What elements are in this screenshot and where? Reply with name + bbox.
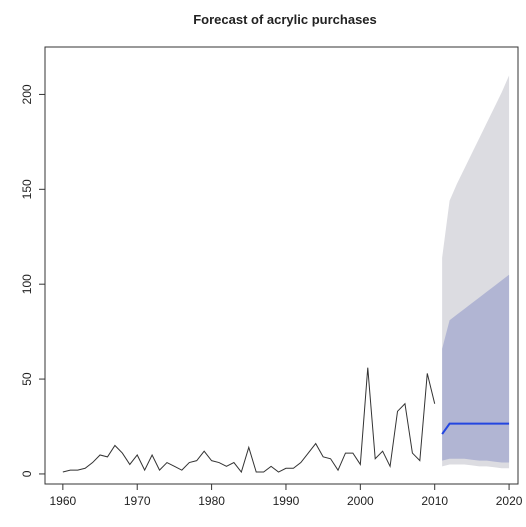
plot-frame (44, 46, 519, 485)
chart-title: Forecast of acrylic purchases (193, 12, 377, 27)
x-tick-label: 1990 (273, 494, 300, 508)
y-tick-label: 100 (20, 274, 34, 294)
y-tick-label: 50 (20, 372, 34, 386)
x-tick-label: 2010 (421, 494, 448, 508)
y-tick-label: 200 (20, 84, 34, 104)
y-tick-label: 0 (20, 470, 34, 477)
band-80 (442, 274, 510, 463)
y-tick-label: 150 (20, 179, 34, 199)
x-tick-label: 2020 (496, 494, 523, 508)
forecast-mean (441, 422, 510, 435)
x-tick-label: 1960 (49, 494, 76, 508)
x-tick-label: 1980 (198, 494, 225, 508)
x-tick-label: 2000 (347, 494, 374, 508)
x-tick-label: 1970 (124, 494, 151, 508)
history-line (62, 367, 436, 474)
